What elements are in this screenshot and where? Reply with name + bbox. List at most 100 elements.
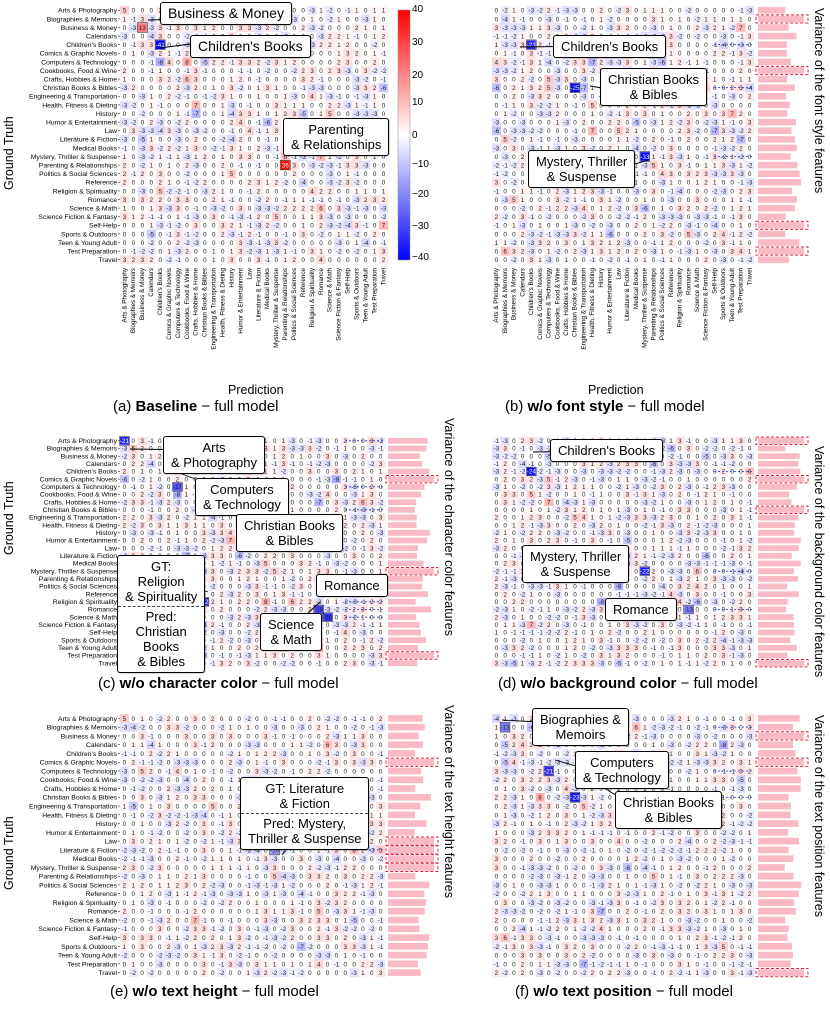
- ytick-label: Medical Books: [73, 561, 118, 568]
- cell-value: 3: [185, 197, 189, 204]
- cell-value: -1: [316, 660, 322, 667]
- cell-value: -1: [729, 120, 735, 127]
- cell-value: -2: [668, 231, 674, 238]
- cell-value: -2: [511, 137, 517, 144]
- cell-value: 0: [275, 197, 279, 204]
- cell-value: -1: [502, 34, 508, 41]
- cell-value: 0: [266, 163, 270, 170]
- cell-value: 1: [652, 8, 656, 15]
- cell-value: -1: [590, 257, 596, 264]
- cell-value: 13: [139, 25, 147, 32]
- cell-value: 0: [530, 446, 534, 453]
- cell-value: 3: [158, 25, 162, 32]
- cell-value: 0: [521, 453, 525, 460]
- cell-value: 2: [521, 77, 525, 84]
- variance-bar: [758, 239, 800, 246]
- cell-value: 0: [652, 197, 656, 204]
- cell-value: -1: [694, 223, 700, 230]
- cell-value: 0: [730, 469, 734, 476]
- cell-value: 2: [634, 223, 638, 230]
- cell-value: 0: [123, 25, 127, 32]
- cell-value: 2: [379, 553, 383, 560]
- cell-value: -4: [345, 223, 351, 230]
- cell-value: -3: [140, 188, 146, 195]
- cell-value: 1: [730, 206, 734, 213]
- cell-value: -1: [354, 34, 360, 41]
- cell-value: 0: [599, 120, 603, 127]
- cell-value: -2: [372, 42, 378, 49]
- cell-value: 0: [150, 180, 154, 187]
- heatmap-cell: [343, 40, 353, 50]
- xtick-label: Crafts, Hobbies & Home: [563, 268, 570, 336]
- cell-value: 0: [495, 51, 499, 58]
- cell-value: -1: [528, 214, 534, 221]
- cell-value: 2: [669, 223, 673, 230]
- cell-value: 1: [284, 59, 288, 66]
- cell-value: -3: [686, 249, 692, 256]
- cell-value: 0: [373, 223, 377, 230]
- cell-value: 0: [643, 145, 647, 152]
- cell-value: -3: [219, 538, 225, 545]
- cell-value: -3: [572, 137, 578, 144]
- cell-value: 0: [308, 484, 312, 491]
- cell-value: 2: [346, 42, 350, 49]
- cell-value: 0: [352, 461, 356, 468]
- cell-value: 0: [248, 206, 252, 213]
- cell-value: 0: [167, 171, 171, 178]
- cell-value: -2: [563, 197, 569, 204]
- cell-value: 2: [158, 180, 162, 187]
- cell-value: 2: [167, 77, 171, 84]
- cell-value: 0: [131, 538, 135, 545]
- cell-value: 1: [343, 446, 347, 453]
- cell-value: 0: [132, 77, 136, 84]
- cell-value: -1: [520, 16, 526, 23]
- cell-value: 0: [634, 257, 638, 264]
- cell-value: 0: [194, 249, 198, 256]
- cell-value: 0: [547, 128, 551, 135]
- xtick-label: Science & Math: [694, 268, 701, 313]
- xtick-label: History: [228, 267, 235, 287]
- heatmap-cell: [227, 117, 237, 127]
- cell-value: 3: [739, 85, 743, 92]
- cell-value: 8: [264, 599, 268, 606]
- cell-value: 3: [661, 484, 665, 491]
- xtick-label: Comics & Graphic Novels: [166, 268, 173, 340]
- cell-value: -1: [520, 59, 526, 66]
- cell-value: 2: [617, 120, 621, 127]
- cell-value: 0: [123, 545, 127, 552]
- cell-value: 1: [512, 102, 516, 109]
- cell-value: -3: [677, 214, 683, 221]
- cell-value: 1: [713, 180, 717, 187]
- cell-value: 0: [149, 522, 153, 529]
- cell-value: 0: [687, 16, 691, 23]
- variance-bar: [388, 499, 417, 506]
- cell-value: -1: [229, 59, 235, 66]
- cell-value: 1: [346, 171, 350, 178]
- cell-value: -3: [309, 42, 315, 49]
- cell-value: 0: [275, 171, 279, 178]
- cell-value: -1: [272, 461, 278, 468]
- cell-value: -1: [236, 653, 242, 660]
- cell-value: 0: [167, 476, 171, 483]
- cell-value: 1: [608, 240, 612, 247]
- cell-value: 2: [521, 154, 525, 161]
- cell-value: -2: [372, 68, 378, 75]
- cell-value: -1: [316, 561, 322, 568]
- heatmap-cell: [191, 126, 201, 136]
- cell-value: 0: [695, 51, 699, 58]
- cell-value: 2: [123, 522, 127, 529]
- cell-value: 3: [573, 59, 577, 66]
- cell-value: -1: [148, 59, 154, 66]
- heatmap-cell: [334, 40, 344, 50]
- heatmap-cell: [146, 40, 156, 50]
- cell-value: 2: [167, 538, 171, 545]
- heatmap-cell: [191, 135, 201, 144]
- cell-value: -2: [148, 545, 154, 552]
- cell-value: 0: [573, 25, 577, 32]
- cell-value: 0: [652, 111, 656, 118]
- cell-value: 3: [239, 154, 243, 161]
- cell-value: 0: [257, 154, 261, 161]
- cell-value: 1: [739, 223, 743, 230]
- cell-value: 3: [158, 492, 162, 499]
- cell-value: 0: [211, 607, 215, 614]
